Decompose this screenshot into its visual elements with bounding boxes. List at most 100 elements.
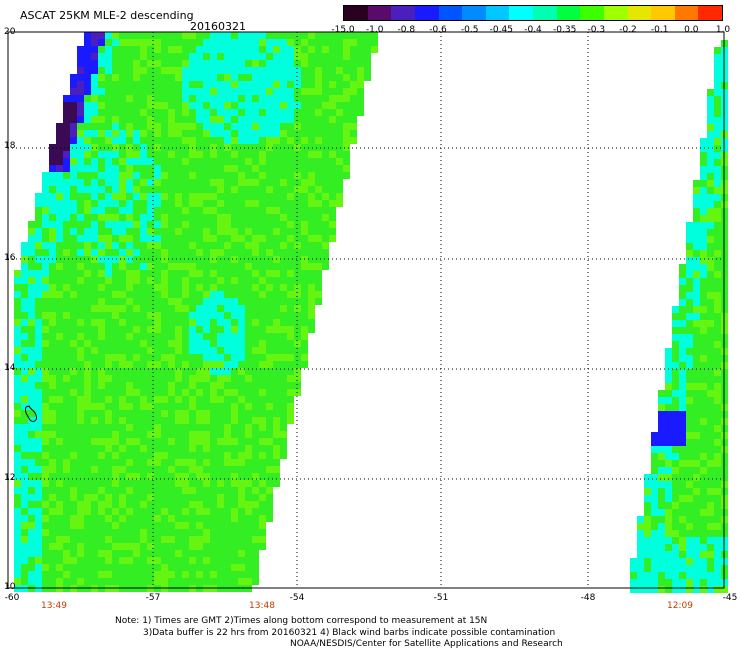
swath-cell [112, 88, 119, 95]
swath-cell [217, 32, 224, 39]
swath-cell [119, 39, 126, 46]
swath-cell [280, 417, 287, 424]
swath-cell [315, 249, 322, 256]
swath-cell [98, 347, 105, 354]
swath-cell [203, 88, 210, 95]
swath-cell [196, 256, 203, 263]
swath-cell [112, 529, 119, 536]
swath-cell [252, 305, 259, 312]
swath-cell [217, 270, 224, 277]
swath-cell [147, 382, 154, 389]
swath-cell [238, 466, 245, 473]
swath-cell [84, 116, 91, 123]
swath-cell [224, 179, 231, 186]
swath-cell [343, 32, 350, 39]
swath-cell [651, 509, 658, 516]
swath-cell [224, 543, 231, 550]
swath-cell [252, 382, 259, 389]
swath-cell [105, 445, 112, 452]
swath-cell [154, 361, 161, 368]
swath-cell [224, 39, 231, 46]
swath-cell [679, 320, 686, 327]
swath-cell [49, 445, 56, 452]
swath-cell [203, 361, 210, 368]
swath-cell [147, 375, 154, 382]
swath-cell [91, 333, 98, 340]
swath-cell [168, 137, 175, 144]
swath-cell [175, 88, 182, 95]
swath-cell [105, 263, 112, 270]
swath-cell [665, 376, 672, 383]
swath-cell [287, 137, 294, 144]
swath-cell [665, 446, 672, 453]
swath-cell [252, 298, 259, 305]
swath-cell [168, 88, 175, 95]
swath-cell [77, 536, 84, 543]
swath-cell [70, 536, 77, 543]
swath-cell [84, 354, 91, 361]
swath-cell [154, 375, 161, 382]
swath-cell [133, 361, 140, 368]
swath-cell [693, 299, 700, 306]
swath-cell [161, 522, 168, 529]
swath-cell [105, 501, 112, 508]
swath-cell [77, 431, 84, 438]
swath-cell [168, 249, 175, 256]
swath-cell [42, 235, 49, 242]
swath-cell [70, 347, 77, 354]
swath-cell [371, 32, 378, 39]
swath-cell [280, 319, 287, 326]
swath-cell [238, 109, 245, 116]
swath-cell [238, 417, 245, 424]
swath-cell [294, 375, 301, 382]
swath-cell [693, 474, 700, 481]
swath-cell [350, 102, 357, 109]
swath-cell [126, 473, 133, 480]
swath-cell [210, 382, 217, 389]
swath-cell [84, 46, 91, 53]
swath-cell [252, 529, 259, 536]
swath-cell [70, 417, 77, 424]
swath-cell [35, 522, 42, 529]
swath-cell [707, 131, 714, 138]
swath-cell [707, 502, 714, 509]
colorbar-segment [485, 6, 510, 20]
swath-cell [273, 74, 280, 81]
swath-cell [210, 193, 217, 200]
swath-cell [714, 313, 721, 320]
swath-cell [35, 403, 42, 410]
swath-cell [266, 270, 273, 277]
swath-cell [175, 347, 182, 354]
swath-cell [14, 578, 21, 585]
swath-cell [224, 375, 231, 382]
swath-cell [630, 579, 637, 586]
swath-cell [21, 424, 28, 431]
swath-cell [77, 200, 84, 207]
swath-cell [707, 159, 714, 166]
swath-cell [672, 502, 679, 509]
swath-cell [252, 130, 259, 137]
swath-cell [105, 361, 112, 368]
swath-cell [14, 473, 21, 480]
swath-cell [112, 515, 119, 522]
swath-cell [140, 151, 147, 158]
swath-cell [259, 536, 266, 543]
swath-cell [119, 172, 126, 179]
swath-cell [140, 431, 147, 438]
swath-cell [63, 543, 70, 550]
swath-cell [98, 137, 105, 144]
swath-cell [84, 172, 91, 179]
swath-cell [182, 424, 189, 431]
swath-cell [315, 158, 322, 165]
swath-cell [210, 445, 217, 452]
swath-cell [238, 298, 245, 305]
swath-cell [252, 333, 259, 340]
swath-cell [91, 347, 98, 354]
swath-cell [308, 109, 315, 116]
swath-cell [252, 361, 259, 368]
swath-cell [273, 361, 280, 368]
swath-cell [126, 67, 133, 74]
swath-cell [308, 263, 315, 270]
swath-cell [273, 60, 280, 67]
swath-cell [203, 466, 210, 473]
